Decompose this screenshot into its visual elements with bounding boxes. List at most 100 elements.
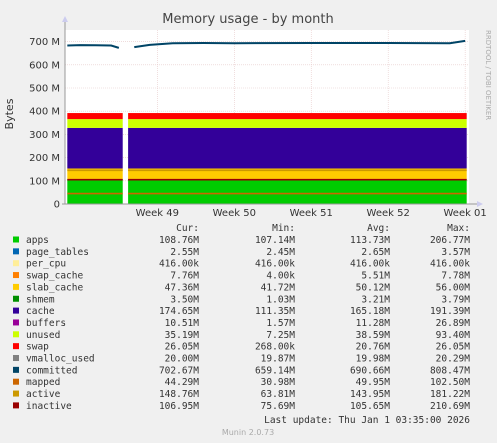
legend-max: 20.29M: [436, 354, 471, 365]
legend-name: vmalloc_used: [26, 354, 95, 365]
legend-max: 7.78M: [441, 271, 470, 282]
area-unused: [67, 119, 123, 128]
x-tick-label: Week 50: [213, 208, 256, 219]
legend-min: 75.69M: [261, 401, 296, 412]
legend-swatch-vmalloc_used: [13, 355, 19, 361]
area-cache: [67, 127, 123, 169]
legend-swatch-page_tables: [13, 248, 19, 255]
legend-min: 268.00k: [255, 342, 295, 353]
x-axis-arrow: [477, 201, 483, 207]
y-tick-labels: 0 100 M 200 M 300 M 400 M 500 M 600 M 700 M: [29, 37, 60, 210]
legend-max: 56.00M: [436, 282, 471, 293]
area-cache: [128, 127, 467, 169]
chart-title: Memory usage - by month: [162, 12, 333, 27]
legend-name: mapped: [26, 377, 60, 388]
legend-cur: 174.65M: [159, 306, 199, 317]
legend-min: 659.14M: [255, 365, 295, 376]
legend-cur: 148.76M: [159, 389, 199, 400]
committed-line: [67, 39, 466, 49]
legend-max: 808.47M: [430, 365, 470, 376]
y-tick-label: 500 M: [29, 84, 60, 95]
area-apps: [128, 178, 467, 204]
legend-swatch-swap_cache: [13, 272, 19, 279]
legend-name: committed: [26, 365, 77, 376]
legend-swatch-per_cpu: [13, 260, 19, 267]
legend-max: 3.57M: [441, 247, 470, 258]
x-tick-label: Week 01: [443, 208, 486, 219]
y-tick-label: 700 M: [29, 37, 60, 48]
legend-cur: 3.50M: [170, 294, 199, 305]
legend-name: unused: [26, 330, 60, 341]
legend-min: 7.25M: [266, 330, 295, 341]
legend-max: 181.22M: [430, 389, 470, 400]
legend-avg: 2.65M: [361, 247, 390, 258]
area-slab_cache: [128, 168, 467, 179]
x-tick-label: Week 52: [367, 208, 410, 219]
legend-name: page_tables: [26, 247, 89, 258]
legend-name: inactive: [26, 401, 72, 412]
legend-min: 30.98M: [261, 377, 296, 388]
legend-min: 4.00k: [266, 271, 295, 282]
legend-min: 2.45M: [266, 247, 295, 258]
overlay-lines: [67, 169, 467, 195]
legend-avg: 143.95M: [350, 389, 390, 400]
x-tick-label: Week 51: [290, 208, 333, 219]
y-tick-label: 300 M: [29, 130, 60, 141]
legend-swatch-buffers: [13, 319, 19, 326]
legend-cur: 10.51M: [165, 318, 200, 329]
legend-swatch-committed: [13, 366, 19, 373]
last-update: Last update: Thu Jan 1 03:35:00 2026: [264, 415, 470, 426]
legend-min: 416.00k: [255, 259, 295, 270]
legend-swatch-shmem: [13, 295, 19, 302]
legend-avg: 50.12M: [356, 282, 391, 293]
legend-max: 102.50M: [430, 377, 470, 388]
committed-line-segment: [134, 39, 466, 49]
legend-swatch-unused: [13, 331, 19, 338]
y-tick-label: 400 M: [29, 107, 60, 118]
x-tick-label: Week 49: [136, 208, 179, 219]
area-unused: [128, 119, 467, 128]
legend-cur: 44.29M: [165, 377, 200, 388]
area-apps: [67, 178, 123, 204]
legend-swatch-active: [13, 390, 19, 397]
legend-header: Cur:: [176, 223, 199, 234]
legend-avg: 105.65M: [350, 401, 390, 412]
legend-avg: 49.95M: [356, 377, 391, 388]
legend-avg: 19.98M: [356, 354, 391, 365]
legend-name: buffers: [26, 318, 66, 329]
y-tick-label: 0: [54, 200, 60, 211]
area-slab_cache: [67, 168, 123, 179]
legend-name: slab_cache: [26, 282, 83, 293]
legend-swatch-apps: [13, 236, 19, 243]
legend-header: Max:: [447, 223, 470, 234]
stacked-areas: [67, 113, 467, 204]
area-swap: [67, 113, 123, 120]
legend-cur: 7.76M: [170, 271, 199, 282]
rrdtool-credit: RRDTOOL / TOBI OETIKER: [484, 30, 492, 120]
y-tick-label: 100 M: [29, 176, 60, 187]
legend-cur: 2.55M: [170, 247, 199, 258]
legend-min: 63.81M: [261, 389, 296, 400]
legend-cur: 106.95M: [159, 401, 199, 412]
munin-version: Munin 2.0.73: [222, 428, 274, 437]
legend-max: 191.39M: [430, 306, 470, 317]
legend-avg: 113.73M: [350, 235, 390, 246]
legend-avg: 416.00k: [350, 259, 390, 270]
legend-name: swap: [26, 342, 49, 353]
legend-swatch-cache: [13, 307, 19, 314]
legend-max: 26.05M: [436, 342, 471, 353]
y-tick-label: 200 M: [29, 153, 60, 164]
legend-avg: 11.28M: [356, 318, 391, 329]
legend-cur: 702.67M: [159, 365, 199, 376]
legend-min: 1.03M: [266, 294, 295, 305]
legend-max: 26.89M: [436, 318, 471, 329]
legend-min: 107.14M: [255, 235, 295, 246]
legend-avg: 165.18M: [350, 306, 390, 317]
legend-max: 416.00k: [430, 259, 470, 270]
legend-name: swap_cache: [26, 271, 83, 282]
legend-swatch-inactive: [13, 402, 19, 409]
y-tick-label: 600 M: [29, 60, 60, 71]
legend-max: 93.40M: [436, 330, 471, 341]
legend-avg: 690.66M: [350, 365, 390, 376]
